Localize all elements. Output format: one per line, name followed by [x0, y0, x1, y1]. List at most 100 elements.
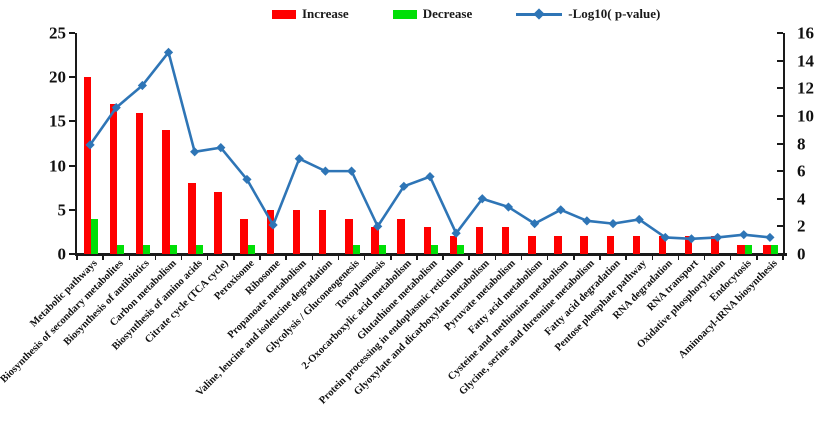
legend-increase-label: Increase [302, 6, 349, 21]
pvalue-point-marker [242, 174, 252, 185]
x-axis-tick [494, 255, 497, 260]
bar-increase [188, 183, 196, 254]
pvalue-point-marker [320, 166, 331, 176]
pvalue-point-marker [346, 166, 357, 176]
bar-decrease [143, 245, 151, 254]
bar-increase [162, 130, 170, 254]
bar-decrease [247, 245, 255, 254]
pvalue-point-marker [582, 216, 592, 226]
bar-decrease [117, 245, 125, 254]
x-axis-tick [180, 255, 183, 260]
pvalue-point-marker [216, 143, 226, 153]
left-axis-tick-label: 5 [57, 200, 67, 220]
right-axis-tick-label: 14 [797, 51, 814, 71]
right-axis-tick-label: 8 [797, 134, 806, 153]
x-axis-tick [573, 255, 575, 260]
bar-decrease [744, 245, 752, 254]
x-axis-tick [756, 255, 758, 260]
pvalue-point-marker [556, 205, 566, 215]
x-axis-tick [416, 255, 418, 260]
pvalue-point-marker [739, 230, 749, 240]
x-axis-tick [599, 255, 601, 260]
right-axis-tick-label: 4 [797, 189, 806, 209]
right-axis-tick-label: 12 [797, 78, 814, 98]
left-axis-tick [69, 164, 75, 167]
bar-increase [632, 236, 641, 254]
bar-increase [684, 236, 693, 254]
left-axis-tick-label: 15 [49, 111, 66, 131]
left-axis-tick-label: 0 [57, 244, 67, 264]
x-axis-tick [520, 255, 523, 260]
pvalue-point-marker [608, 219, 618, 229]
left-axis-tick [69, 208, 75, 211]
pvalue-point-marker [137, 80, 147, 91]
right-axis-tick [777, 32, 783, 34]
pvalue-point-marker [713, 232, 723, 243]
bar-decrease [378, 245, 386, 254]
pvalue-point-marker [765, 232, 775, 243]
x-axis-tick [337, 255, 340, 260]
bar-decrease [91, 218, 99, 254]
pvalue-point-marker [529, 219, 540, 229]
chart-legend: Increase Decrease -Log10( p-value) [272, 6, 660, 22]
x-axis-tick [651, 255, 653, 260]
x-axis-tick [468, 255, 470, 260]
bar-increase [423, 227, 431, 254]
bar-increase [292, 209, 301, 254]
left-axis-tick [69, 120, 75, 123]
x-axis-tick [259, 255, 261, 260]
pvalue-line-sample-icon [516, 8, 563, 20]
bar-increase [554, 236, 562, 254]
pvalue-point-marker [399, 181, 409, 191]
right-axis-tick-label: 6 [797, 161, 806, 181]
pvalue-point-marker [425, 172, 435, 182]
legend-item-pvalue: -Log10( p-value) [516, 6, 660, 22]
pvalue-point-marker [190, 147, 200, 157]
x-axis-tick [363, 255, 366, 260]
bar-increase [83, 77, 92, 254]
bar-increase [580, 236, 588, 254]
bar-increase [606, 236, 615, 254]
x-axis-tick [76, 255, 78, 260]
bar-increase [266, 209, 275, 254]
x-axis-tick [782, 255, 784, 260]
x-axis-tick [154, 255, 157, 260]
x-axis-tick [390, 255, 392, 260]
x-axis-tick [233, 255, 235, 260]
right-axis-tick-label: 2 [797, 216, 806, 236]
x-axis-tick [311, 255, 314, 260]
left-axis-tick [69, 253, 75, 255]
right-axis-tick-label: 10 [797, 106, 814, 126]
right-axis-tick-label: 16 [797, 23, 814, 43]
x-axis-tick [625, 255, 627, 260]
x-axis-tick [128, 255, 131, 260]
bar-increase [449, 236, 458, 254]
pvalue-point-marker [111, 102, 121, 113]
bar-increase [214, 192, 222, 254]
x-axis-tick [442, 255, 444, 260]
bar-decrease [169, 245, 177, 254]
pvalue-point-marker [503, 202, 514, 212]
bar-increase [109, 103, 118, 254]
left-axis-tick [69, 76, 75, 79]
pvalue-point-marker [373, 221, 383, 231]
pvalue-point-marker [268, 220, 278, 230]
bar-increase [240, 218, 248, 254]
bar-increase [318, 209, 327, 254]
x-axis-tick [206, 255, 209, 260]
pvalue-point-marker [477, 194, 487, 204]
bar-increase [397, 218, 405, 254]
pvalue-point-marker [163, 47, 174, 57]
bar-increase [658, 236, 667, 254]
bar-increase [528, 236, 536, 254]
bar-decrease [352, 245, 360, 254]
pvalue-point-marker [686, 234, 697, 244]
bar-increase [501, 227, 510, 254]
x-axis-tick [677, 255, 680, 260]
right-axis-line [783, 33, 785, 256]
increase-swatch-icon [272, 9, 296, 19]
right-axis-tick [777, 114, 783, 117]
right-axis-tick-label: 0 [797, 244, 806, 264]
